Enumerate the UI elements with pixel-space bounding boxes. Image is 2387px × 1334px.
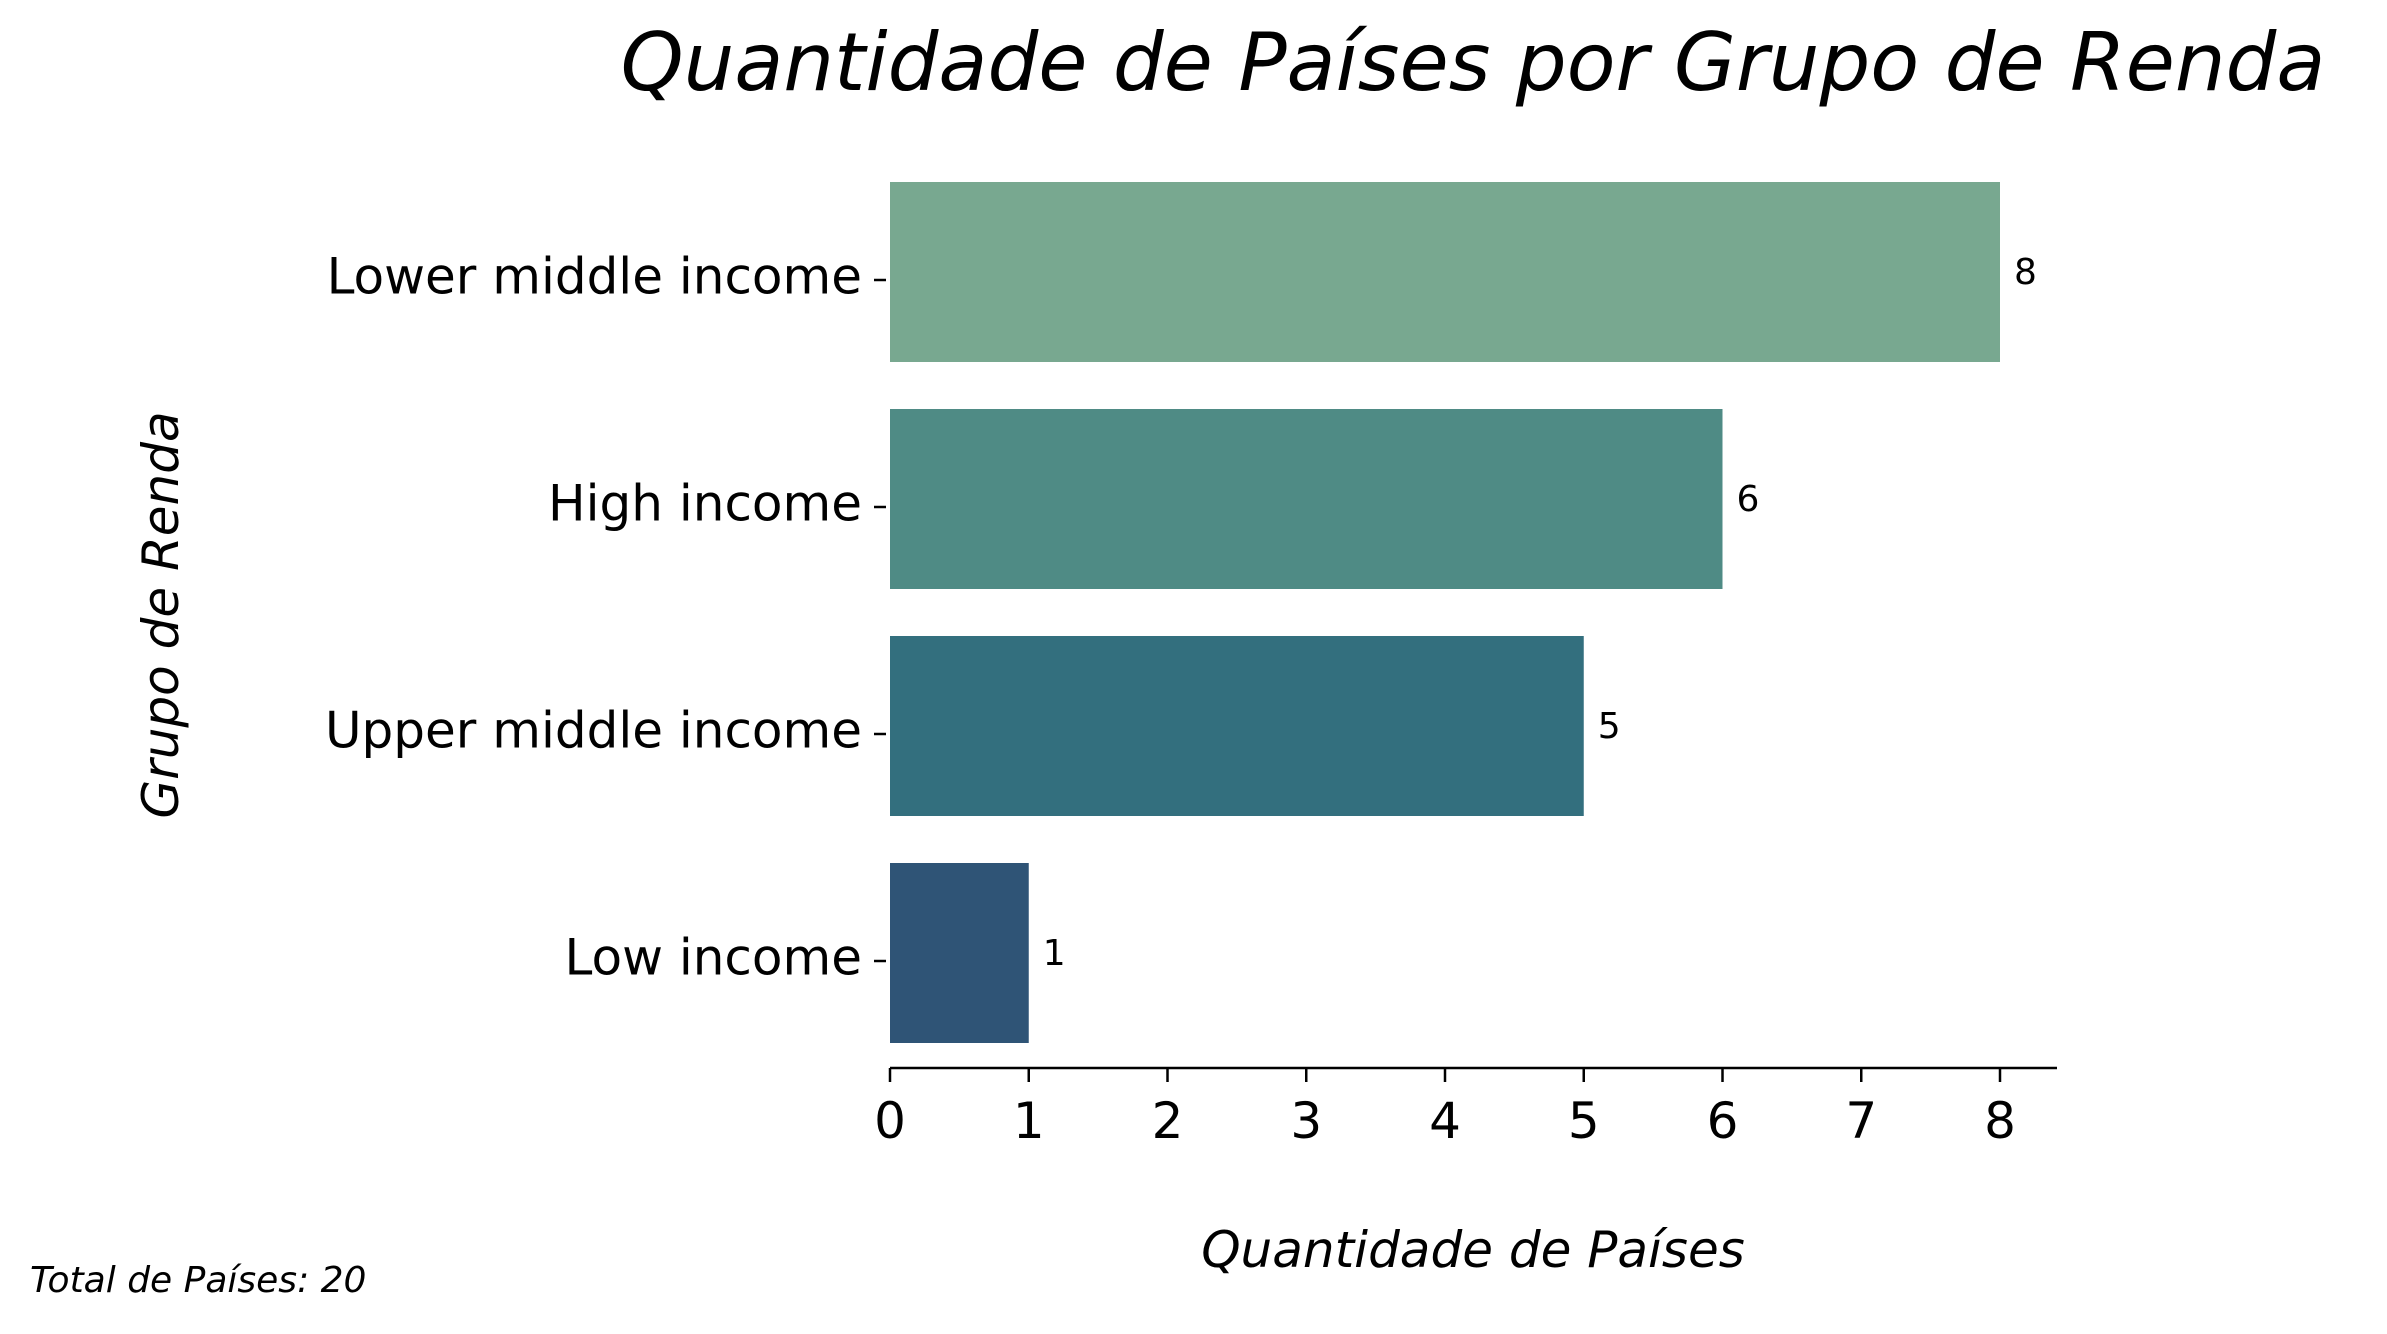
bar-high-income <box>890 409 1723 589</box>
bars-group: 8 6 5 1 <box>890 182 2037 1043</box>
x-axis: 0 1 2 3 4 5 6 7 8 <box>874 1066 2057 1150</box>
y-tick-label: Low income <box>565 929 863 987</box>
y-tick-label: High income <box>548 475 862 533</box>
x-tick-label: 7 <box>1845 1092 1877 1150</box>
y-tick-label: Lower middle income <box>327 248 862 306</box>
bar-value-label: 8 <box>2014 252 2037 293</box>
x-tick-label: 8 <box>1984 1092 2016 1150</box>
bar-lower-middle-income <box>890 182 2000 362</box>
bar-upper-middle-income <box>890 636 1584 816</box>
x-tick-label: 2 <box>1152 1092 1184 1150</box>
y-axis-label: Grupo de Renda <box>132 411 190 818</box>
chart-title: Quantidade de Países por Grupo de Renda <box>621 16 2326 109</box>
bar-value-label: 5 <box>1598 706 1621 747</box>
y-tick-label: Upper middle income <box>325 702 862 760</box>
x-tick-label: 3 <box>1290 1092 1322 1150</box>
bar-low-income <box>890 863 1029 1043</box>
x-tick-label: 0 <box>874 1092 906 1150</box>
x-tick-label: 6 <box>1707 1092 1739 1150</box>
total-countries-note: Total de Países: 20 <box>30 1260 366 1301</box>
x-tick-label: 1 <box>1013 1092 1045 1150</box>
x-tick-label: 4 <box>1429 1092 1461 1150</box>
bar-value-label: 6 <box>1737 479 1760 520</box>
x-tick-label: 5 <box>1568 1092 1600 1150</box>
x-axis-label: Quantidade de Países <box>1201 1221 1745 1279</box>
bar-value-label: 1 <box>1043 933 1066 974</box>
y-axis-ticks: Lower middle income High income Upper midd… <box>325 248 886 987</box>
